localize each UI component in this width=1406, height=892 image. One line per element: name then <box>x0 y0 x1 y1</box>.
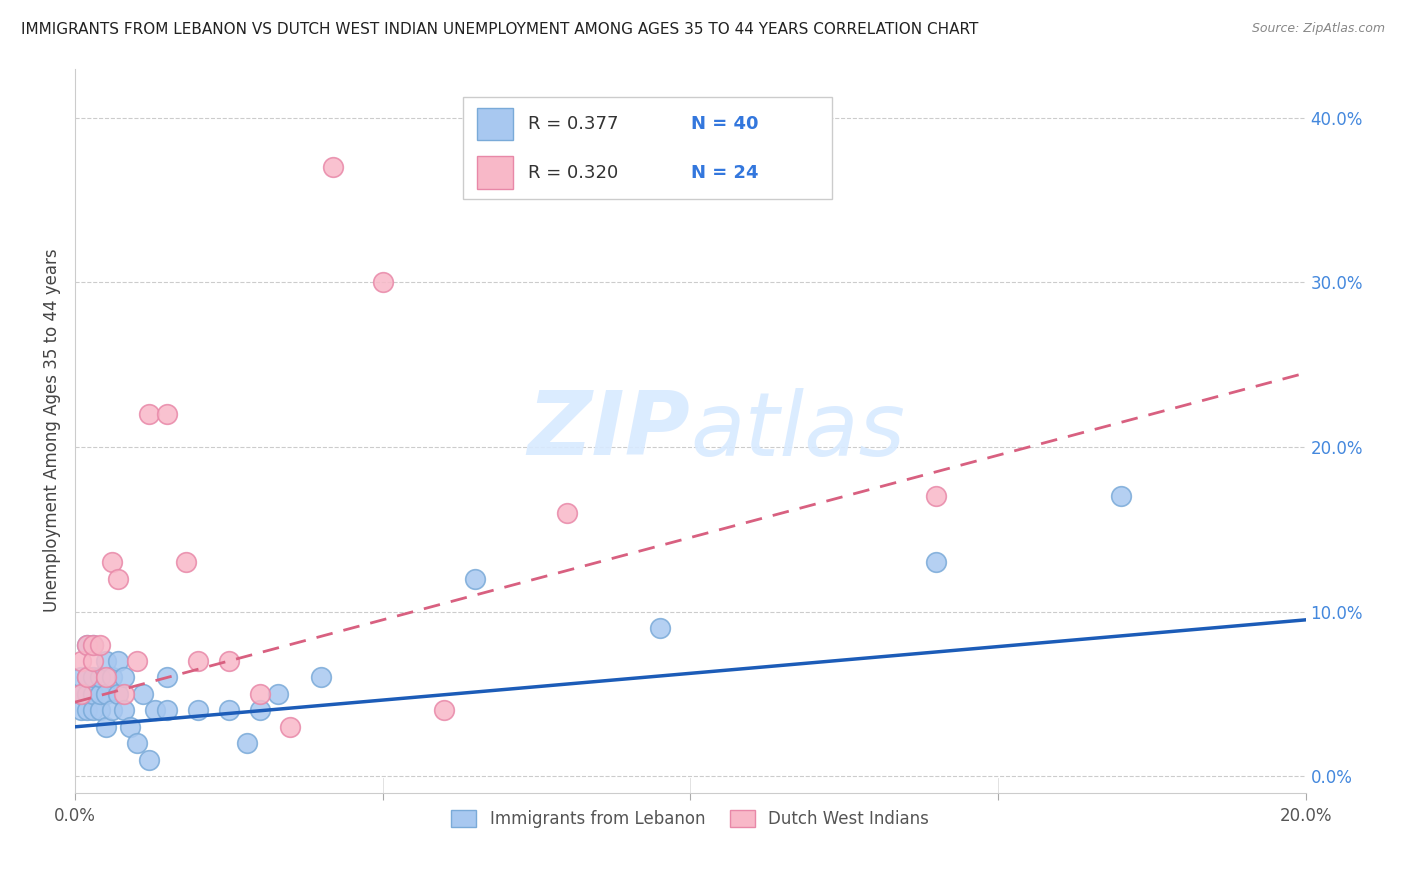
Point <box>249 687 271 701</box>
Point <box>94 670 117 684</box>
Point <box>70 687 93 701</box>
Text: ZIP: ZIP <box>527 387 690 474</box>
Point <box>138 753 160 767</box>
Point <box>107 687 129 701</box>
Point <box>112 703 135 717</box>
Point <box>70 687 93 701</box>
Point <box>464 572 486 586</box>
Point <box>138 407 160 421</box>
Text: IMMIGRANTS FROM LEBANON VS DUTCH WEST INDIAN UNEMPLOYMENT AMONG AGES 35 TO 44 YE: IMMIGRANTS FROM LEBANON VS DUTCH WEST IN… <box>21 22 979 37</box>
Point <box>433 703 456 717</box>
Point <box>76 687 98 701</box>
Point <box>94 687 117 701</box>
Point <box>89 670 111 684</box>
Point <box>236 736 259 750</box>
Point <box>309 670 332 684</box>
Point <box>82 638 104 652</box>
Point <box>249 703 271 717</box>
Point <box>156 703 179 717</box>
Point <box>94 720 117 734</box>
Point <box>82 687 104 701</box>
Point <box>156 670 179 684</box>
Point <box>125 736 148 750</box>
Point <box>82 703 104 717</box>
Point <box>648 621 671 635</box>
Y-axis label: Unemployment Among Ages 35 to 44 years: Unemployment Among Ages 35 to 44 years <box>44 249 60 613</box>
Point <box>322 161 344 175</box>
Legend: Immigrants from Lebanon, Dutch West Indians: Immigrants from Lebanon, Dutch West Indi… <box>444 804 936 835</box>
Point <box>156 407 179 421</box>
Point <box>112 670 135 684</box>
Point <box>82 638 104 652</box>
Text: atlas: atlas <box>690 388 905 474</box>
Point <box>187 654 209 668</box>
Point <box>125 654 148 668</box>
Point <box>107 572 129 586</box>
Point <box>174 555 197 569</box>
Point <box>89 638 111 652</box>
Point <box>555 506 578 520</box>
Point <box>280 720 302 734</box>
Point <box>120 720 142 734</box>
Point <box>187 703 209 717</box>
Point <box>218 654 240 668</box>
Point <box>925 490 948 504</box>
Point <box>70 703 93 717</box>
Point <box>94 654 117 668</box>
Text: Source: ZipAtlas.com: Source: ZipAtlas.com <box>1251 22 1385 36</box>
Point <box>101 703 124 717</box>
Point <box>1109 490 1132 504</box>
Point <box>82 670 104 684</box>
Point <box>925 555 948 569</box>
Point <box>89 703 111 717</box>
Point <box>371 276 394 290</box>
Point <box>267 687 290 701</box>
Point <box>76 670 98 684</box>
Point <box>76 703 98 717</box>
Point <box>101 670 124 684</box>
Point <box>76 638 98 652</box>
Point <box>143 703 166 717</box>
Point <box>76 638 98 652</box>
Point <box>89 687 111 701</box>
Point <box>70 670 93 684</box>
Point <box>107 654 129 668</box>
Point <box>131 687 153 701</box>
Point <box>76 670 98 684</box>
Point <box>82 654 104 668</box>
Point <box>101 555 124 569</box>
Point <box>112 687 135 701</box>
Point <box>218 703 240 717</box>
Point <box>70 654 93 668</box>
